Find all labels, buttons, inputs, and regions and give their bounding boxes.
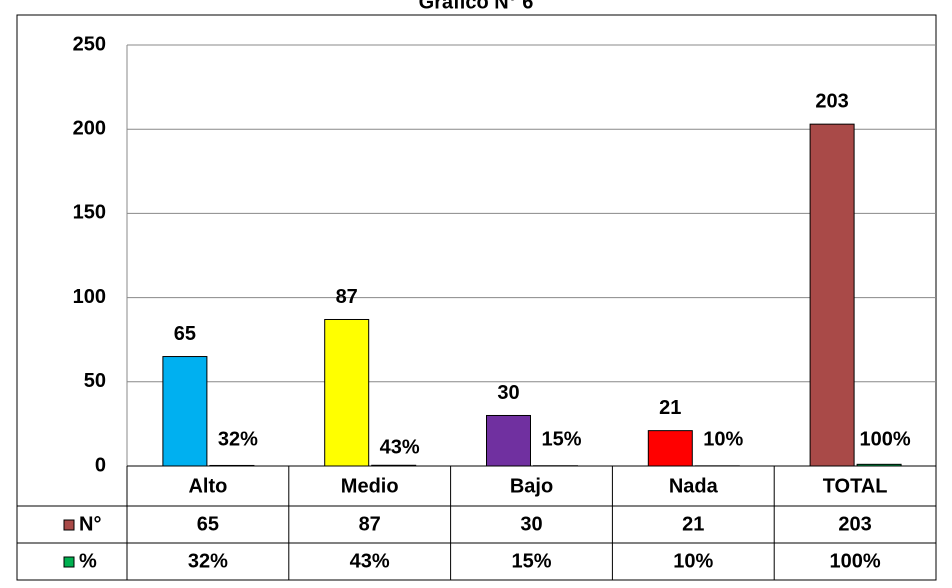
table-cell: 15%	[511, 550, 551, 572]
table-cell: 10%	[673, 550, 713, 572]
data-label: 32%	[218, 428, 258, 450]
table-cell: 32%	[188, 550, 228, 572]
legend-key	[63, 519, 75, 531]
data-label: 15%	[541, 428, 581, 450]
table-cell: 100%	[830, 550, 881, 572]
bar	[809, 123, 855, 467]
data-label: 43%	[380, 436, 420, 458]
chart-title: Gráfico N° 6	[419, 0, 534, 13]
data-label: 203	[815, 90, 848, 112]
data-label: 87	[336, 286, 358, 308]
bar	[324, 318, 370, 467]
data-label: 100%	[860, 428, 911, 450]
y-tick-label: 200	[73, 117, 106, 139]
bar	[486, 414, 531, 467]
x-tick-label: Alto	[188, 475, 227, 497]
y-tick-label: 0	[95, 454, 106, 476]
bar	[647, 430, 693, 467]
table-cell: 203	[838, 513, 871, 535]
y-tick-label: 150	[73, 202, 106, 224]
x-tick-label: Medio	[341, 475, 399, 497]
x-tick-label: TOTAL	[823, 475, 888, 497]
legend-label: %	[79, 550, 97, 572]
y-tick-label: 250	[73, 33, 106, 55]
data-label: 21	[659, 397, 681, 419]
data-label: 65	[174, 323, 196, 345]
legend-key	[63, 556, 75, 568]
legend-label: N°	[79, 513, 101, 535]
bar	[162, 356, 208, 467]
y-tick-label: 50	[84, 370, 106, 392]
table-cell: 30	[520, 513, 542, 535]
table-cell: 21	[682, 513, 704, 535]
data-label: 30	[497, 382, 519, 404]
x-tick-label: Nada	[669, 475, 719, 497]
table-cell: 87	[359, 513, 381, 535]
x-tick-label: Bajo	[510, 475, 553, 497]
y-tick-label: 100	[73, 286, 106, 308]
table-cell: 65	[197, 513, 219, 535]
data-label: 10%	[703, 428, 743, 450]
table-cell: 43%	[350, 550, 390, 572]
